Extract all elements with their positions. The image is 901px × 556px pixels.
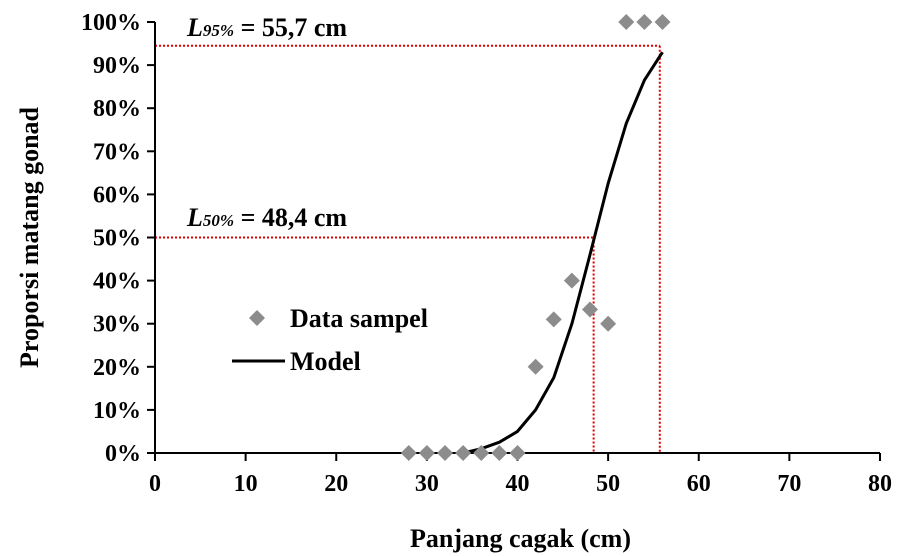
annotation-subscript: 95% <box>203 21 234 40</box>
x-tick-label: 30 <box>415 471 439 497</box>
annotation-symbol: L <box>186 203 203 232</box>
data-point <box>509 445 526 461</box>
legend: Data sampel Model <box>232 304 428 376</box>
data-point <box>491 445 508 461</box>
data-point <box>618 14 635 30</box>
data-point <box>418 445 435 461</box>
model-line <box>462 51 664 455</box>
data-point <box>636 14 653 30</box>
annotation-subscript: 50% <box>203 211 234 230</box>
legend-label-data-sampel: Data sampel <box>290 304 428 333</box>
y-tick-label: 40% <box>93 269 141 295</box>
y-tick-label: 70% <box>93 139 141 165</box>
model-series <box>462 51 664 455</box>
y-tick-label: 0% <box>105 441 141 467</box>
x-tick-label: 80 <box>868 471 892 497</box>
x-tick-label: 40 <box>506 471 530 497</box>
data-point <box>527 358 544 375</box>
y-tick-label: 20% <box>93 355 141 381</box>
legend-marker-data-sampel <box>249 310 265 326</box>
y-tick-label: 50% <box>93 226 141 252</box>
annotation-value: = 55,7 cm <box>234 13 347 42</box>
data-point <box>473 445 490 461</box>
data-point <box>600 315 617 332</box>
data-point <box>437 445 453 461</box>
x-tick-label: 60 <box>687 471 711 497</box>
x-tick-label: 10 <box>234 471 258 497</box>
reference-lines <box>155 44 661 453</box>
x-axis-title: Panjang cagak (cm) <box>410 524 631 553</box>
annotation-label: L50% = 48,4 cm <box>186 203 347 232</box>
data-point <box>563 272 580 289</box>
x-tick-label: 20 <box>324 471 348 497</box>
data-point <box>654 14 671 30</box>
annotation-label: L95% = 55,7 cm <box>186 13 347 42</box>
y-tick-label: 60% <box>93 182 141 208</box>
x-tick-label: 0 <box>149 471 161 497</box>
x-ticks: 0 10 20 30 40 50 60 70 80 <box>149 453 892 497</box>
y-tick-label: 80% <box>93 96 141 122</box>
y-tick-label: 10% <box>93 398 141 424</box>
y-tick-label: 30% <box>93 312 141 338</box>
data-point <box>582 301 598 318</box>
x-tick-label: 70 <box>777 471 801 497</box>
sample-series <box>400 14 671 461</box>
annotation-symbol: L <box>186 13 203 42</box>
legend-label-model: Model <box>290 347 361 376</box>
data-point <box>455 445 472 461</box>
y-tick-label: 100% <box>81 10 141 36</box>
annotation-value: = 48,4 cm <box>234 203 347 232</box>
data-point <box>400 445 417 461</box>
y-axis-title: Proporsi matang gonad <box>15 106 44 368</box>
x-tick-label: 50 <box>596 471 620 497</box>
y-tick-label: 90% <box>93 53 141 79</box>
data-point <box>545 311 562 328</box>
y-ticks: 0% 10% 20% 30% 40% 50% 60% 70% 80% 90% 100% <box>81 10 155 467</box>
